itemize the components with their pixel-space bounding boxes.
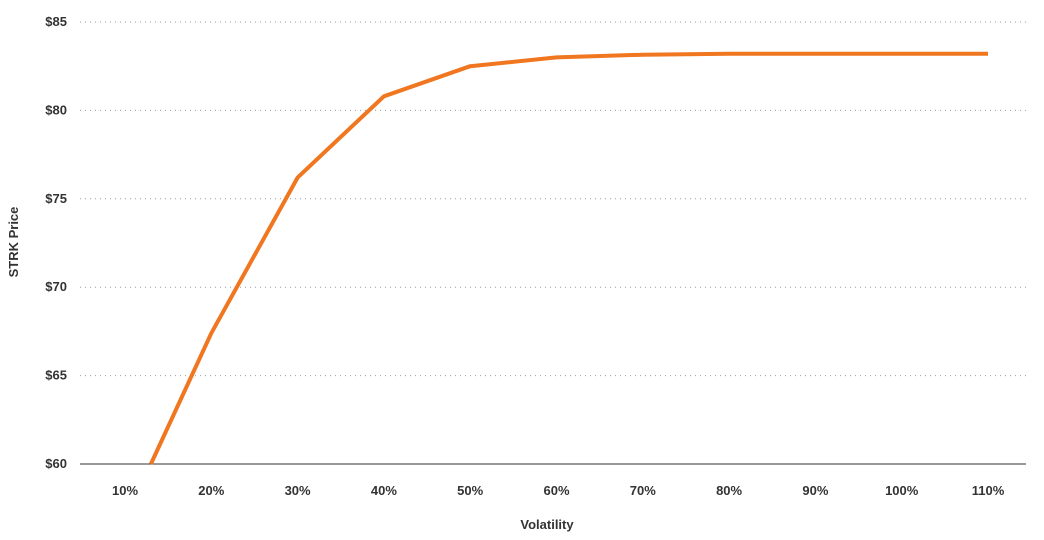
x-tick-label: 50% <box>457 483 483 498</box>
x-tick-label: 60% <box>543 483 569 498</box>
y-tick-label: $75 <box>45 191 67 206</box>
x-tick-label: 10% <box>112 483 138 498</box>
x-tick-label: 30% <box>285 483 311 498</box>
x-tick-label: 110% <box>972 483 1005 498</box>
x-axis-title: Volatility <box>520 517 574 532</box>
x-tick-label: 80% <box>716 483 742 498</box>
x-tick-label: 20% <box>198 483 224 498</box>
series-layer <box>149 51 988 465</box>
gridlines <box>80 21 1026 465</box>
x-tick-label: 70% <box>630 483 656 498</box>
y-axis-ticks: $60 $65 $70 $75 $80 $85 <box>45 14 67 471</box>
series-line <box>149 51 988 465</box>
y-tick-label: $70 <box>45 279 67 294</box>
y-tick-label: $80 <box>45 102 67 117</box>
y-tick-label: $65 <box>45 368 67 383</box>
x-axis-ticks: 10% 20% 30% 40% 50% 60% 70% 80% 90% 100% 110% <box>112 483 1005 498</box>
x-tick-label: 40% <box>371 483 397 498</box>
x-tick-label: 90% <box>802 483 828 498</box>
x-tick-label: 100% <box>885 483 919 498</box>
y-axis-title: STRK Price <box>6 207 21 278</box>
y-tick-label: $60 <box>45 456 67 471</box>
y-tick-label: $85 <box>45 14 67 29</box>
